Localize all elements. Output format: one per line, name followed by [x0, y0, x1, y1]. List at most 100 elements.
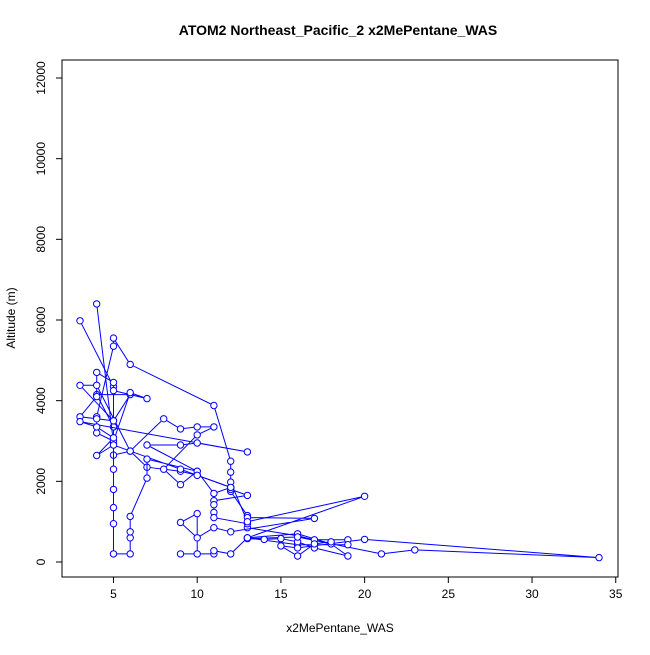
data-point: [109, 465, 118, 473]
data-point: [176, 550, 185, 558]
data-point: [193, 471, 201, 479]
data-point: [93, 300, 101, 308]
y-tick-label: 2000: [34, 468, 48, 495]
y-tick-label: 6000: [34, 306, 48, 333]
data-point: [260, 535, 268, 544]
data-point: [243, 534, 252, 542]
data-point: [76, 317, 84, 325]
data-point: [210, 501, 218, 509]
data-point: [109, 550, 118, 558]
data-point: [143, 474, 151, 482]
data-point: [243, 491, 252, 500]
data-point: [109, 417, 118, 425]
data-point: [227, 468, 235, 476]
data-point: [176, 465, 185, 473]
data-point: [277, 542, 285, 550]
y-tick-label: 12000: [34, 61, 48, 95]
data-point: [293, 533, 302, 541]
data-point: [93, 368, 101, 377]
data-point: [193, 509, 201, 518]
data-point: [126, 528, 134, 536]
data-point: [210, 401, 218, 410]
data-point: [109, 503, 118, 512]
x-axis-label: x2MePentane_WAS: [286, 621, 394, 635]
data-point: [176, 425, 185, 433]
data-point: [109, 334, 118, 342]
data-point: [126, 550, 134, 558]
y-tick-label: 8000: [34, 226, 48, 253]
data-point: [344, 541, 352, 549]
data-point: [93, 381, 101, 389]
data-point: [193, 550, 201, 558]
data-point: [109, 520, 118, 528]
x-tick-label: 30: [525, 587, 539, 601]
data-point: [176, 480, 185, 489]
data-point: [595, 553, 603, 562]
data-point: [143, 394, 151, 403]
data-point: [293, 544, 302, 552]
data-point: [243, 518, 252, 526]
data-point: [126, 512, 134, 521]
data-point: [193, 431, 201, 439]
data-point: [293, 552, 302, 560]
data-point: [126, 388, 134, 397]
data-point: [93, 423, 101, 431]
data-point: [109, 434, 118, 442]
data-point: [109, 386, 118, 395]
data-point: [227, 550, 235, 558]
data-point: [109, 342, 118, 350]
y-tick-label: 10000: [34, 142, 48, 176]
data-point: [210, 524, 218, 532]
data-point: [93, 451, 101, 460]
data-point: [93, 392, 101, 401]
y-tick-label: 0: [34, 558, 48, 565]
data-point: [93, 429, 101, 437]
x-tick-label: 25: [442, 587, 456, 601]
data-point: [227, 528, 235, 536]
x-tick-label: 10: [191, 587, 205, 601]
data-point: [160, 415, 168, 423]
x-axis: 5 10 15 20 25 30 35: [110, 576, 623, 601]
data-point: [277, 534, 285, 543]
data-point: [377, 550, 386, 558]
data-point: [93, 415, 101, 423]
x-tick-label: 15: [274, 587, 288, 601]
data-point: [176, 441, 185, 449]
data-point: [210, 513, 218, 522]
data-point: [109, 378, 118, 387]
data-point: [193, 423, 201, 431]
data-point: [243, 448, 252, 456]
data-point: [193, 534, 201, 542]
x-tick-label: 20: [358, 587, 372, 601]
data-point: [193, 439, 201, 447]
data-point: [76, 417, 84, 426]
data-point: [310, 540, 319, 548]
data-point: [176, 518, 185, 527]
data-point: [411, 546, 419, 554]
data-point: [160, 465, 168, 473]
data-point: [327, 538, 335, 546]
data-point: [109, 441, 118, 449]
data-point: [126, 360, 134, 369]
data-point: [227, 483, 235, 492]
data-point: [109, 485, 118, 494]
x-tick-label: 5: [110, 587, 117, 601]
data-point: [143, 441, 151, 449]
data-point: [126, 534, 134, 542]
x-tick-label: 35: [609, 587, 623, 601]
y-tick-label: 4000: [34, 387, 48, 414]
data-point: [360, 492, 369, 500]
data-point: [143, 455, 151, 463]
y-axis-label: Altitude (m): [4, 287, 18, 348]
data-point: [344, 552, 352, 560]
y-axis: 0 2000 4000 6000 8000 10000 12000: [34, 61, 63, 565]
data-point: [310, 514, 319, 523]
data-point: [210, 489, 218, 498]
data-point: [227, 457, 235, 465]
data-point: [76, 381, 84, 389]
data-point: [210, 547, 218, 555]
data-series: [76, 300, 369, 558]
